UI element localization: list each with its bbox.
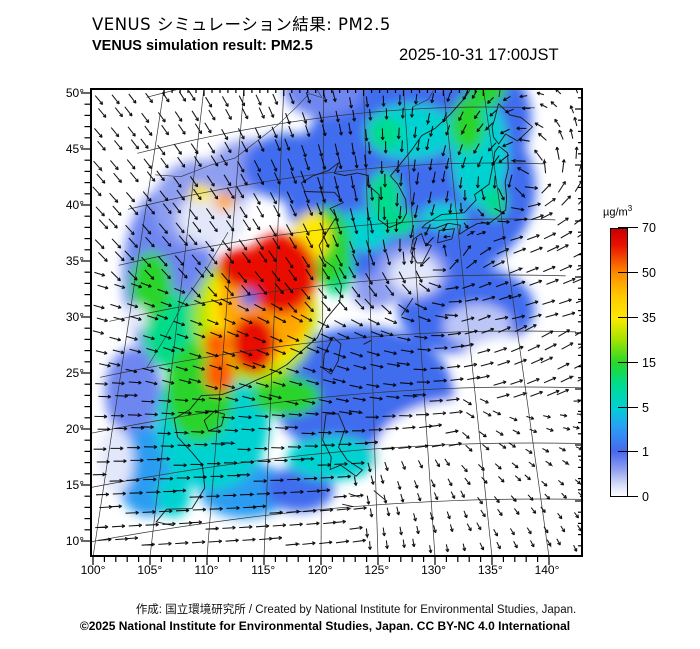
lon-label: 140° [534,563,560,577]
colorbar-tick-label: 50 [642,266,656,280]
colorbar-tick-label: 70 [642,221,656,235]
lat-label: 35° [65,254,84,268]
page-title-english: VENUS simulation result: PM2.5 [92,38,313,54]
map-frame-border [90,88,583,557]
colorbar-tick-label: 1 [642,445,649,459]
colorbar-tick-mark [618,317,638,318]
lon-label: 105° [137,563,163,577]
lon-label: 110° [194,563,219,577]
colorbar-unit-label: µg/m3 [603,204,633,219]
country-borders [146,88,436,369]
lat-label: 45° [65,142,84,156]
lat-label: 30° [65,310,84,324]
lon-label: 120° [307,563,333,577]
colorbar-tick-mark [618,362,638,363]
lon-label: 130° [421,563,446,577]
lat-label: 50° [65,86,84,100]
map-plot-area [81,88,583,565]
footer-license: ©2025 National Institute for Environment… [79,619,571,633]
page-title-japanese: VENUS シミュレーション結果: PM2.5 [92,15,391,34]
pm25-concentration-field [99,88,570,519]
lon-label: 135° [477,563,503,577]
lat-label: 15° [65,478,84,492]
footer-credit: 作成: 国立環境研究所 / Created by National Instit… [135,604,577,616]
lat-label: 10° [65,534,84,548]
wind-vector-arrows [92,88,583,554]
colorbar-tick-label: 0 [642,490,649,504]
colorbar-tick-mark [618,407,638,408]
colorbar-tick-mark [618,272,638,273]
lon-label: 115° [251,563,276,577]
lon-label: 100° [80,563,106,577]
colorbar-tick-mark [618,496,638,497]
colorbar-tick-mark [618,451,638,452]
lon-label: 125° [364,563,390,577]
lat-label: 25° [65,366,84,380]
pm25-map-canvas [81,88,583,565]
colorbar-tick-label: 15 [642,356,656,370]
lat-label: 20° [65,422,84,436]
timestamp: 2025-10-31 17:00JST [399,46,559,64]
colorbar-tick-mark [618,227,638,228]
colorbar-tick-label: 35 [642,311,656,325]
lat-label: 40° [65,198,84,212]
colorbar-tick-label: 5 [642,401,649,415]
